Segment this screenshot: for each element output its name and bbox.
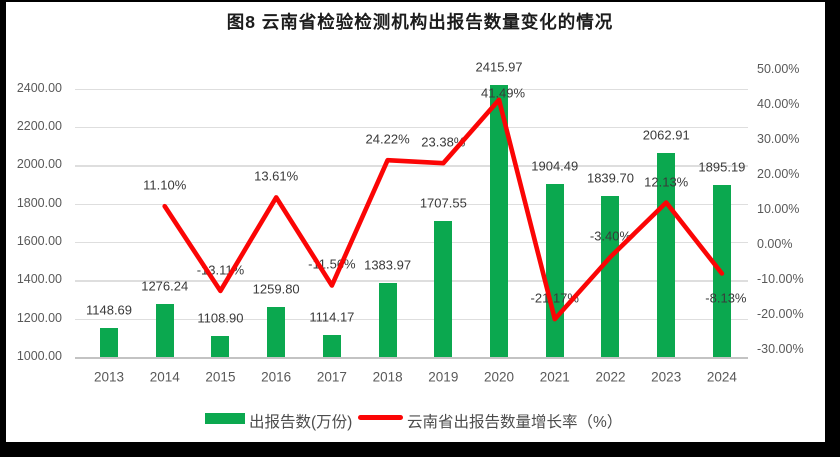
report-count-bar (155, 304, 174, 357)
right-axis-tick: 30.00% (757, 132, 800, 146)
bar-value-label: 1108.90 (197, 310, 244, 326)
right-axis-tick: -10.00% (757, 272, 804, 286)
x-axis-category-label: 2022 (595, 369, 626, 385)
left-axis-tick: 1400.00 (16, 272, 62, 287)
report-count-bar (322, 335, 341, 357)
x-axis-category-label: 2015 (205, 369, 236, 385)
report-count-bar (267, 307, 286, 357)
chart-background (6, 2, 825, 442)
left-axis-tick: 1200.00 (16, 310, 62, 325)
bar-value-label: 1148.69 (85, 302, 133, 318)
line-value-label: 23.38% (421, 134, 466, 150)
gridline (75, 203, 748, 205)
growth-rate-line (162, 97, 725, 322)
line-value-label: -21.17% (530, 290, 579, 306)
x-axis-category-label: 2020 (484, 369, 515, 385)
line-value-label: -8.13% (705, 290, 747, 306)
right-axis-tick: 0.00% (757, 237, 793, 251)
left-axis-tick: 1800.00 (16, 195, 62, 210)
gridline (75, 165, 748, 167)
gridline (75, 241, 748, 244)
chart-title: 图8 云南省检验检测机构出报告数量变化的情况 (226, 12, 614, 32)
report-count-bar (211, 336, 230, 357)
right-axis-tick: 50.00% (757, 62, 800, 76)
gridline (75, 88, 748, 90)
bar-value-label: 1895.19 (698, 159, 746, 175)
legend-bar-swatch-icon (205, 413, 245, 424)
line-value-label: 24.22% (365, 131, 410, 147)
right-axis-tick: 10.00% (757, 202, 800, 216)
x-axis-line (75, 357, 748, 359)
x-axis-category-label: 2014 (149, 369, 180, 385)
right-axis-tick: -30.00% (757, 342, 804, 356)
left-axis-tick: 2200.00 (16, 118, 62, 133)
x-axis-category-label: 2013 (93, 369, 125, 385)
legend-bar-label: 出报告数(万份) (249, 414, 353, 431)
bar-value-label: 1276.24 (141, 278, 189, 294)
right-axis-tick: 40.00% (757, 97, 800, 111)
legend-line-swatch-icon (358, 415, 403, 420)
left-axis-tick: 2400.00 (16, 80, 62, 95)
report-count-bar (601, 195, 620, 357)
x-axis-category-label: 2019 (428, 369, 459, 385)
left-axis-tick: 2000.00 (16, 157, 62, 172)
bar-value-label: 1839.70 (586, 170, 634, 186)
line-value-label: -3.40% (589, 228, 632, 244)
line-value-label: 41.49% (480, 85, 526, 101)
gridline (75, 126, 748, 129)
x-axis-category-label: 2023 (651, 369, 682, 385)
report-count-bar (378, 283, 397, 357)
x-axis-category-label: 2021 (539, 369, 570, 385)
bar-value-label: 1114.17 (309, 309, 355, 325)
x-axis-category-label: 2024 (706, 369, 737, 385)
gridline (75, 318, 748, 321)
bar-value-label: 2415.97 (475, 59, 523, 75)
report-count-bar (490, 85, 509, 357)
line-value-label: 11.10% (143, 177, 187, 193)
left-axis-tick: 1000.00 (16, 349, 62, 363)
line-value-label: 12.13% (644, 174, 689, 190)
bar-value-label: 1904.49 (531, 158, 579, 174)
report-count-bar (434, 221, 453, 357)
bar-value-label: 2062.91 (642, 127, 690, 143)
right-axis-tick: 20.00% (757, 167, 800, 181)
report-count-bar (100, 328, 118, 357)
x-axis-category-label: 2016 (261, 369, 292, 385)
line-value-label: 13.61% (254, 168, 299, 184)
left-axis-tick: 1600.00 (16, 233, 62, 248)
right-axis-tick: -20.00% (757, 307, 804, 321)
bar-value-label: 1259.80 (252, 281, 300, 297)
x-axis-category-label: 2018 (372, 369, 403, 385)
gridline (75, 280, 748, 282)
bar-value-label: 1707.55 (419, 195, 467, 211)
bar-value-label: 1383.97 (364, 257, 412, 273)
legend-line-label: 云南省出报告数量增长率（%） (407, 414, 623, 431)
x-axis-category-label: 2017 (316, 369, 347, 385)
